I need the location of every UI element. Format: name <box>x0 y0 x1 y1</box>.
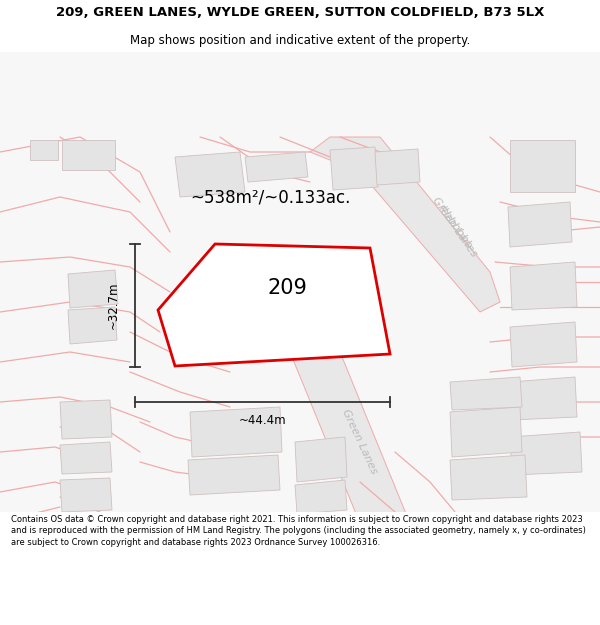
Text: Map shows position and indicative extent of the property.: Map shows position and indicative extent… <box>130 34 470 47</box>
Polygon shape <box>295 480 347 514</box>
Polygon shape <box>310 137 500 312</box>
Text: ~32.7m: ~32.7m <box>107 282 119 329</box>
Text: #bbbbbb: #bbbbbb <box>436 202 474 251</box>
Polygon shape <box>62 140 115 170</box>
Polygon shape <box>450 407 522 457</box>
Polygon shape <box>510 140 575 192</box>
Text: 209: 209 <box>268 278 307 298</box>
Polygon shape <box>510 377 577 420</box>
Polygon shape <box>510 322 577 367</box>
Polygon shape <box>175 152 245 197</box>
Polygon shape <box>60 400 112 439</box>
Text: Green Lanes: Green Lanes <box>431 196 479 259</box>
Polygon shape <box>450 455 527 500</box>
Polygon shape <box>188 455 280 495</box>
Polygon shape <box>60 478 112 512</box>
Polygon shape <box>60 442 112 474</box>
Text: ~44.4m: ~44.4m <box>239 414 286 426</box>
Text: Contains OS data © Crown copyright and database right 2021. This information is : Contains OS data © Crown copyright and d… <box>11 516 586 547</box>
Polygon shape <box>330 147 378 190</box>
Polygon shape <box>158 244 390 366</box>
Polygon shape <box>68 307 117 344</box>
Polygon shape <box>508 202 572 247</box>
Polygon shape <box>295 437 347 482</box>
Text: 209, GREEN LANES, WYLDE GREEN, SUTTON COLDFIELD, B73 5LX: 209, GREEN LANES, WYLDE GREEN, SUTTON CO… <box>56 6 544 19</box>
Polygon shape <box>290 352 440 597</box>
Polygon shape <box>510 262 577 310</box>
Polygon shape <box>245 152 308 182</box>
Text: Green Lanes: Green Lanes <box>341 408 379 476</box>
Polygon shape <box>30 140 58 160</box>
Polygon shape <box>450 377 522 410</box>
Text: ~538m²/~0.133ac.: ~538m²/~0.133ac. <box>190 188 350 206</box>
Polygon shape <box>68 270 118 308</box>
Polygon shape <box>190 407 282 457</box>
Polygon shape <box>375 149 420 185</box>
Polygon shape <box>510 432 582 475</box>
